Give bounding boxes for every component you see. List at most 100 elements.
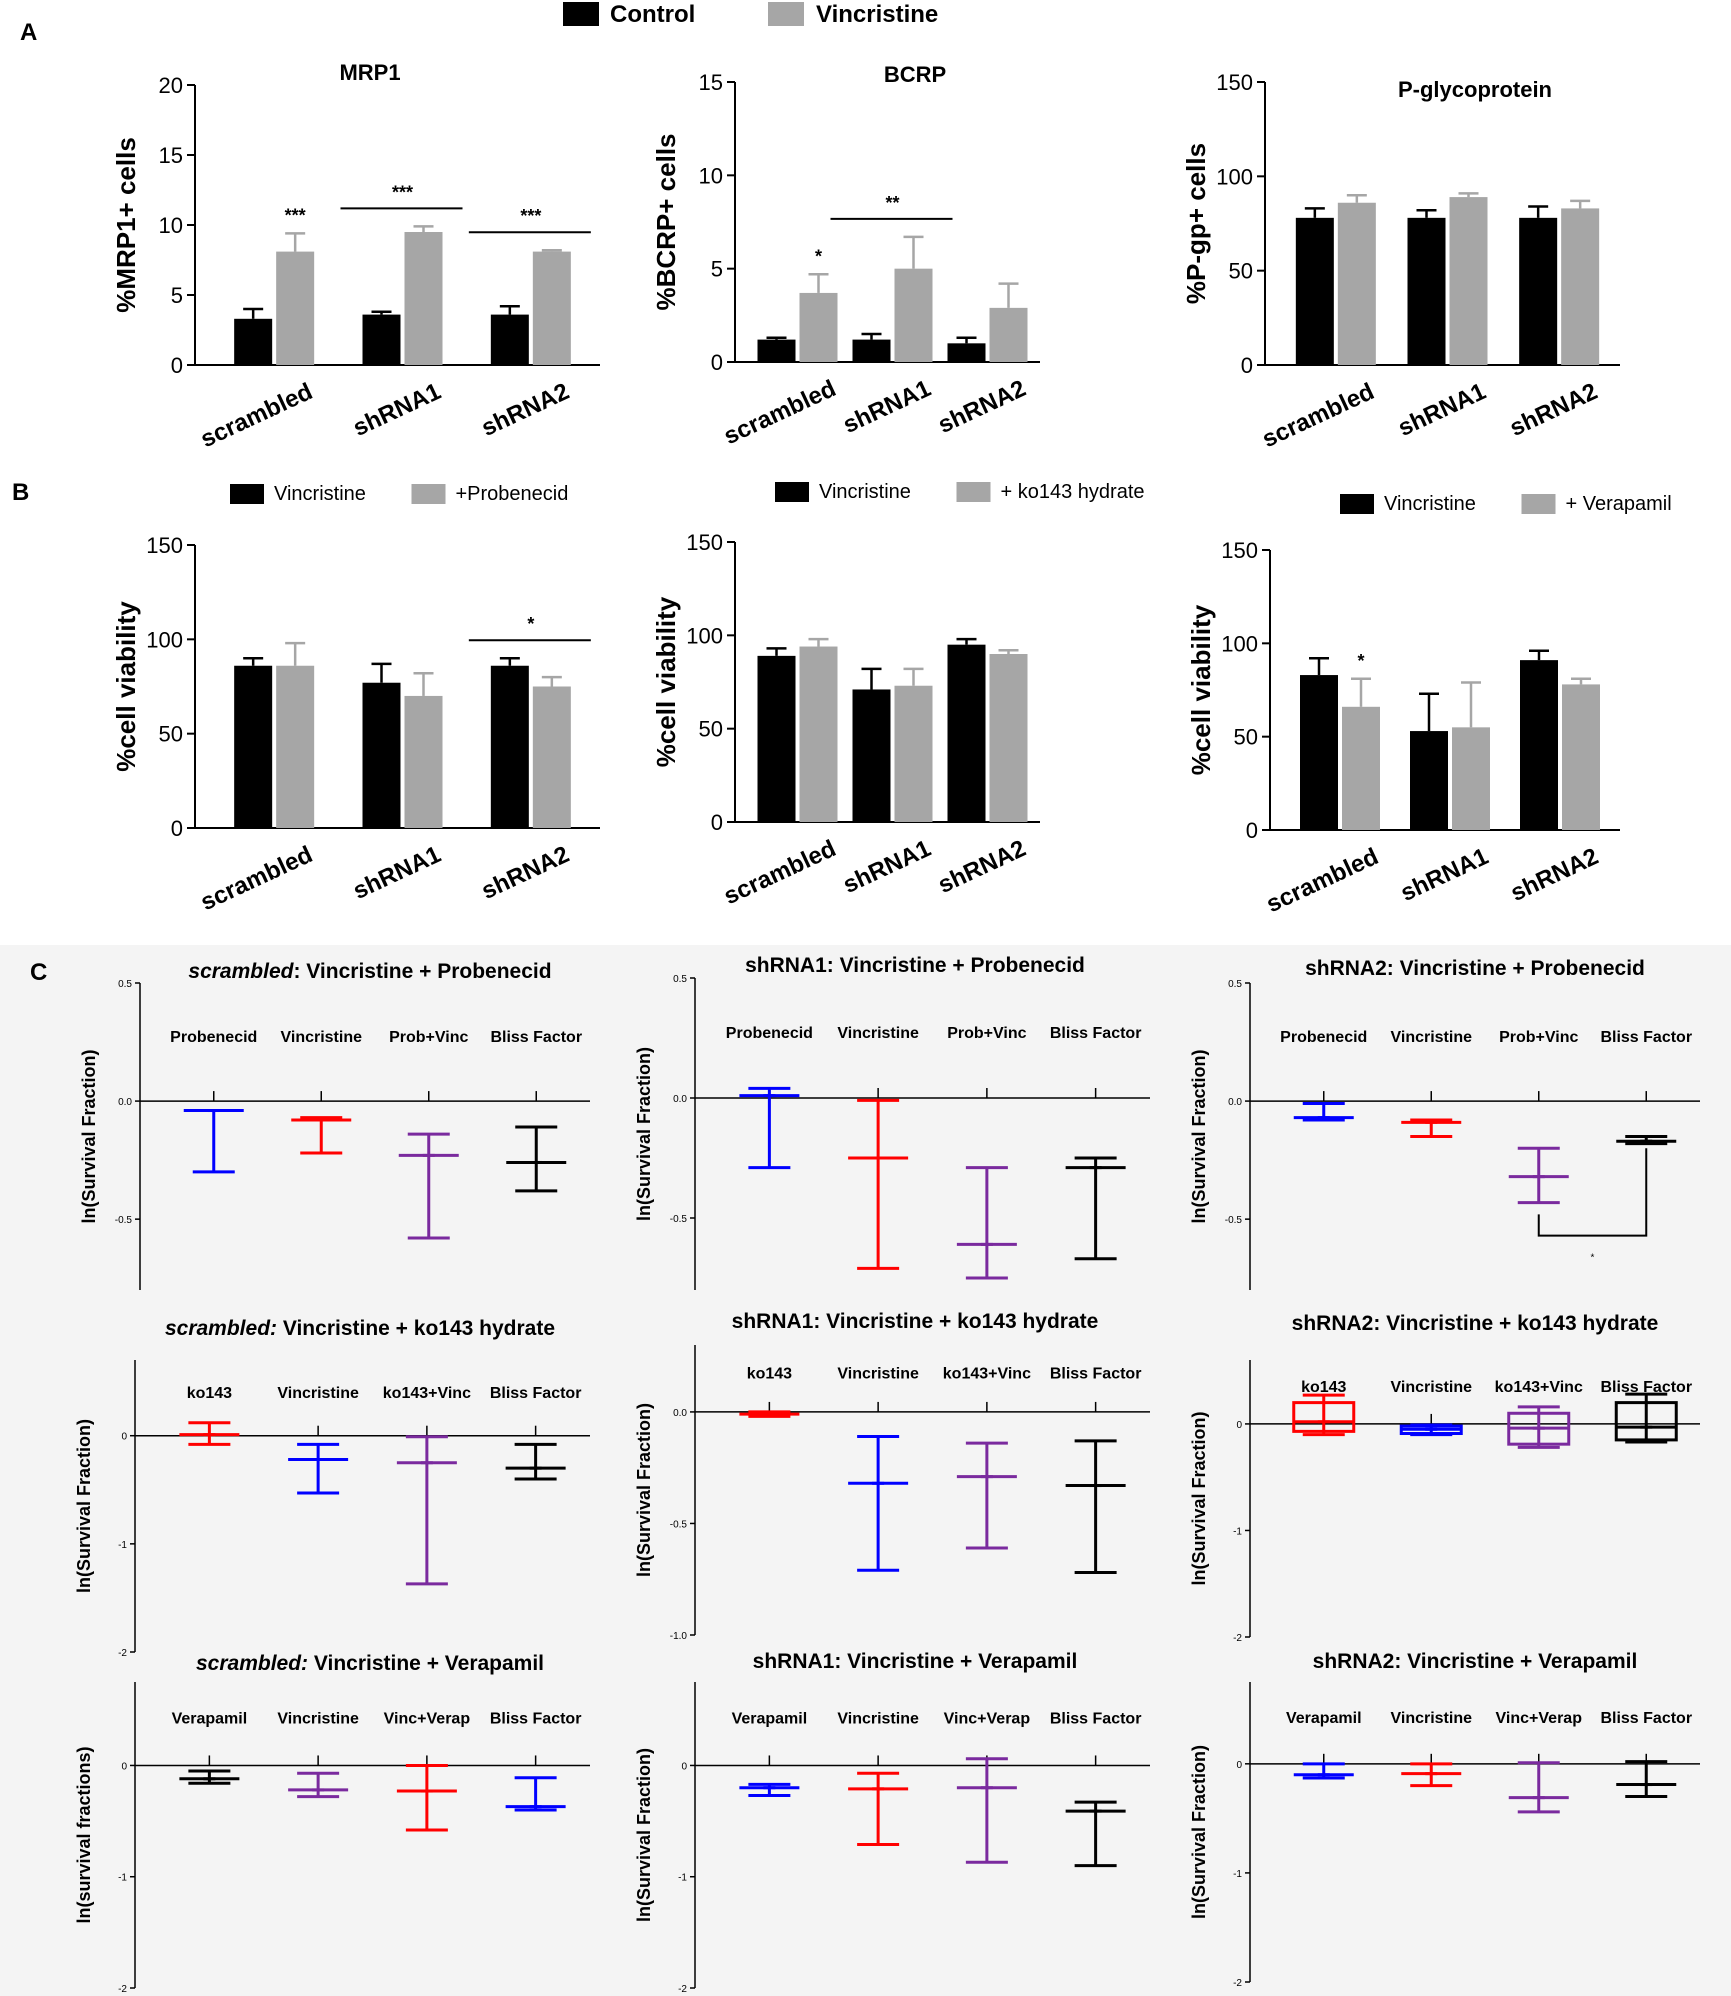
- bar: [852, 689, 891, 822]
- legend-vincristine-label: Vincristine: [816, 1, 938, 28]
- box-chart-c6: 0 -1 -2 ln(Survival Fraction) shRNA2: Vincri…: [1189, 1312, 1700, 1644]
- y-axis-label: ln(Survival Fraction): [1189, 1745, 1209, 1919]
- chart-title: shRNA2: Vincristine + ko143 hydrate: [1292, 1312, 1659, 1335]
- y-tick-label: 100: [1216, 164, 1253, 189]
- chart-title-rest: Vincristine + Verapamil: [308, 1652, 544, 1675]
- legend-label: + ko143 hydrate: [1001, 481, 1145, 503]
- bar: [799, 292, 838, 362]
- bar: [1337, 202, 1376, 365]
- chart-title-italic: scrambled:: [196, 1652, 308, 1675]
- bar: [362, 682, 401, 828]
- group-label: Vinc+Verap: [1496, 1710, 1583, 1727]
- y-axis-label: %cell viability: [1186, 604, 1216, 775]
- group-label: Bliss Factor: [490, 1029, 582, 1046]
- y-tick-label: -2: [678, 1984, 687, 1995]
- y-tick-label: 0.5: [118, 979, 132, 990]
- group-label: Verapamil: [1286, 1710, 1362, 1727]
- chart-title-rest: shRNA1: Vincristine + Verapamil: [753, 1650, 1078, 1673]
- group-label: Bliss Factor: [1050, 1711, 1142, 1728]
- chart-title: scrambled: Vincristine + Verapamil: [196, 1652, 544, 1675]
- bar: [276, 665, 315, 828]
- y-tick-label: 150: [1221, 538, 1258, 563]
- y-tick-label: -1.0: [670, 1631, 688, 1642]
- chart-title: MRP1: [339, 60, 400, 85]
- legend-label: +Probenecid: [456, 483, 569, 505]
- bar: [1342, 706, 1380, 830]
- legend-control-label: Control: [610, 1, 695, 28]
- box-chart-c1: 0.5 0.0 -0.5 ln(Survival Fraction) scrambled…: [79, 960, 590, 1290]
- y-tick-label: 15: [699, 70, 723, 95]
- bar: [404, 695, 443, 828]
- bar: [362, 314, 401, 365]
- bar: [1410, 731, 1448, 830]
- group-label: ko143+Vinc: [1495, 1379, 1583, 1396]
- bar: [894, 685, 933, 822]
- y-tick-label: 15: [159, 143, 183, 168]
- group-label: Verapamil: [172, 1711, 248, 1728]
- legend-vincristine-swatch: [768, 2, 804, 26]
- group-label: Probenecid: [170, 1029, 257, 1046]
- legend-swatch: [1340, 494, 1374, 514]
- chart-title: shRNA2: Vincristine + Verapamil: [1313, 1650, 1638, 1673]
- group-label: Prob+Vinc: [947, 1025, 1026, 1042]
- legend-label: + Verapamil: [1566, 493, 1672, 515]
- chart-title: BCRP: [884, 62, 946, 87]
- group-label: Vincristine: [837, 1711, 919, 1728]
- bar: [1449, 197, 1488, 365]
- y-tick-label: -1: [1233, 1526, 1242, 1537]
- y-tick-label: 0.5: [673, 974, 687, 985]
- y-tick-label: -0.5: [670, 1214, 688, 1225]
- group-label: Vinc+Verap: [944, 1711, 1031, 1728]
- group-label: Vincristine: [1390, 1379, 1472, 1396]
- y-tick-label: 0: [711, 350, 723, 375]
- y-axis-label: %cell viability: [651, 596, 681, 767]
- group-label: Vincristine: [280, 1029, 362, 1046]
- chart-title: P-glycoprotein: [1398, 77, 1552, 102]
- chart-title: shRNA1: Vincristine + Probenecid: [745, 954, 1085, 977]
- y-axis-label: ln(Survival Fraction): [634, 1748, 654, 1922]
- y-tick-label: -2: [1233, 1633, 1242, 1644]
- y-tick-label: 5: [711, 257, 723, 282]
- legend-label: Vincristine: [274, 483, 366, 505]
- y-tick-label: 150: [1216, 70, 1253, 95]
- group-label: Vincristine: [837, 1025, 919, 1042]
- y-tick-label: 50: [699, 717, 723, 742]
- y-tick-label: 0.0: [118, 1097, 132, 1108]
- box-chart-c9: 0 -1 -2 ln(Survival Fraction) shRNA2: Vincri…: [1189, 1650, 1700, 1989]
- y-tick-label: -2: [118, 1984, 127, 1995]
- y-tick-label: -1: [678, 1873, 687, 1884]
- bar: [1407, 217, 1446, 365]
- y-tick-label: 0: [1246, 818, 1258, 843]
- group-label: Bliss Factor: [490, 1711, 582, 1728]
- y-axis-label: ln(Survival Fraction): [74, 1419, 94, 1593]
- bar: [894, 268, 933, 362]
- bar: [947, 644, 986, 822]
- y-tick-label: -1: [1233, 1869, 1242, 1880]
- chart-title: shRNA1: Vincristine + ko143 hydrate: [732, 1310, 1099, 1333]
- box-chart-c5: 0.0 -0.5 -1.0 ln(Survival Fraction) shRNA1: …: [634, 1310, 1150, 1642]
- y-tick-label: 0: [1236, 1760, 1242, 1771]
- y-axis-label: %BCRP+ cells: [651, 133, 681, 310]
- bar: [1519, 217, 1558, 365]
- y-tick-label: 100: [1221, 631, 1258, 656]
- significance-label: ***: [285, 205, 306, 225]
- bar: [234, 665, 273, 828]
- legend-swatch: [411, 484, 446, 504]
- bar: [989, 654, 1028, 822]
- legend-swatch: [1521, 494, 1556, 514]
- significance-label: ***: [392, 182, 413, 202]
- chart-title: scrambled: Vincristine + Probenecid: [188, 960, 551, 983]
- y-tick-label: 0: [171, 353, 183, 378]
- group-label: Prob+Vinc: [1499, 1029, 1578, 1046]
- box-chart-c4: 0 -1 -2 ln(Survival Fraction) scrambled: Vin…: [74, 1317, 590, 1659]
- significance-label: *: [815, 246, 822, 266]
- legend-swatch: [230, 484, 264, 504]
- bar: [757, 655, 796, 822]
- group-label: Bliss Factor: [1600, 1710, 1692, 1727]
- significance-label: **: [885, 193, 899, 213]
- bar: [490, 665, 529, 828]
- bar: [276, 251, 315, 365]
- box: [1292, 1401, 1356, 1433]
- y-tick-label: 150: [686, 530, 723, 555]
